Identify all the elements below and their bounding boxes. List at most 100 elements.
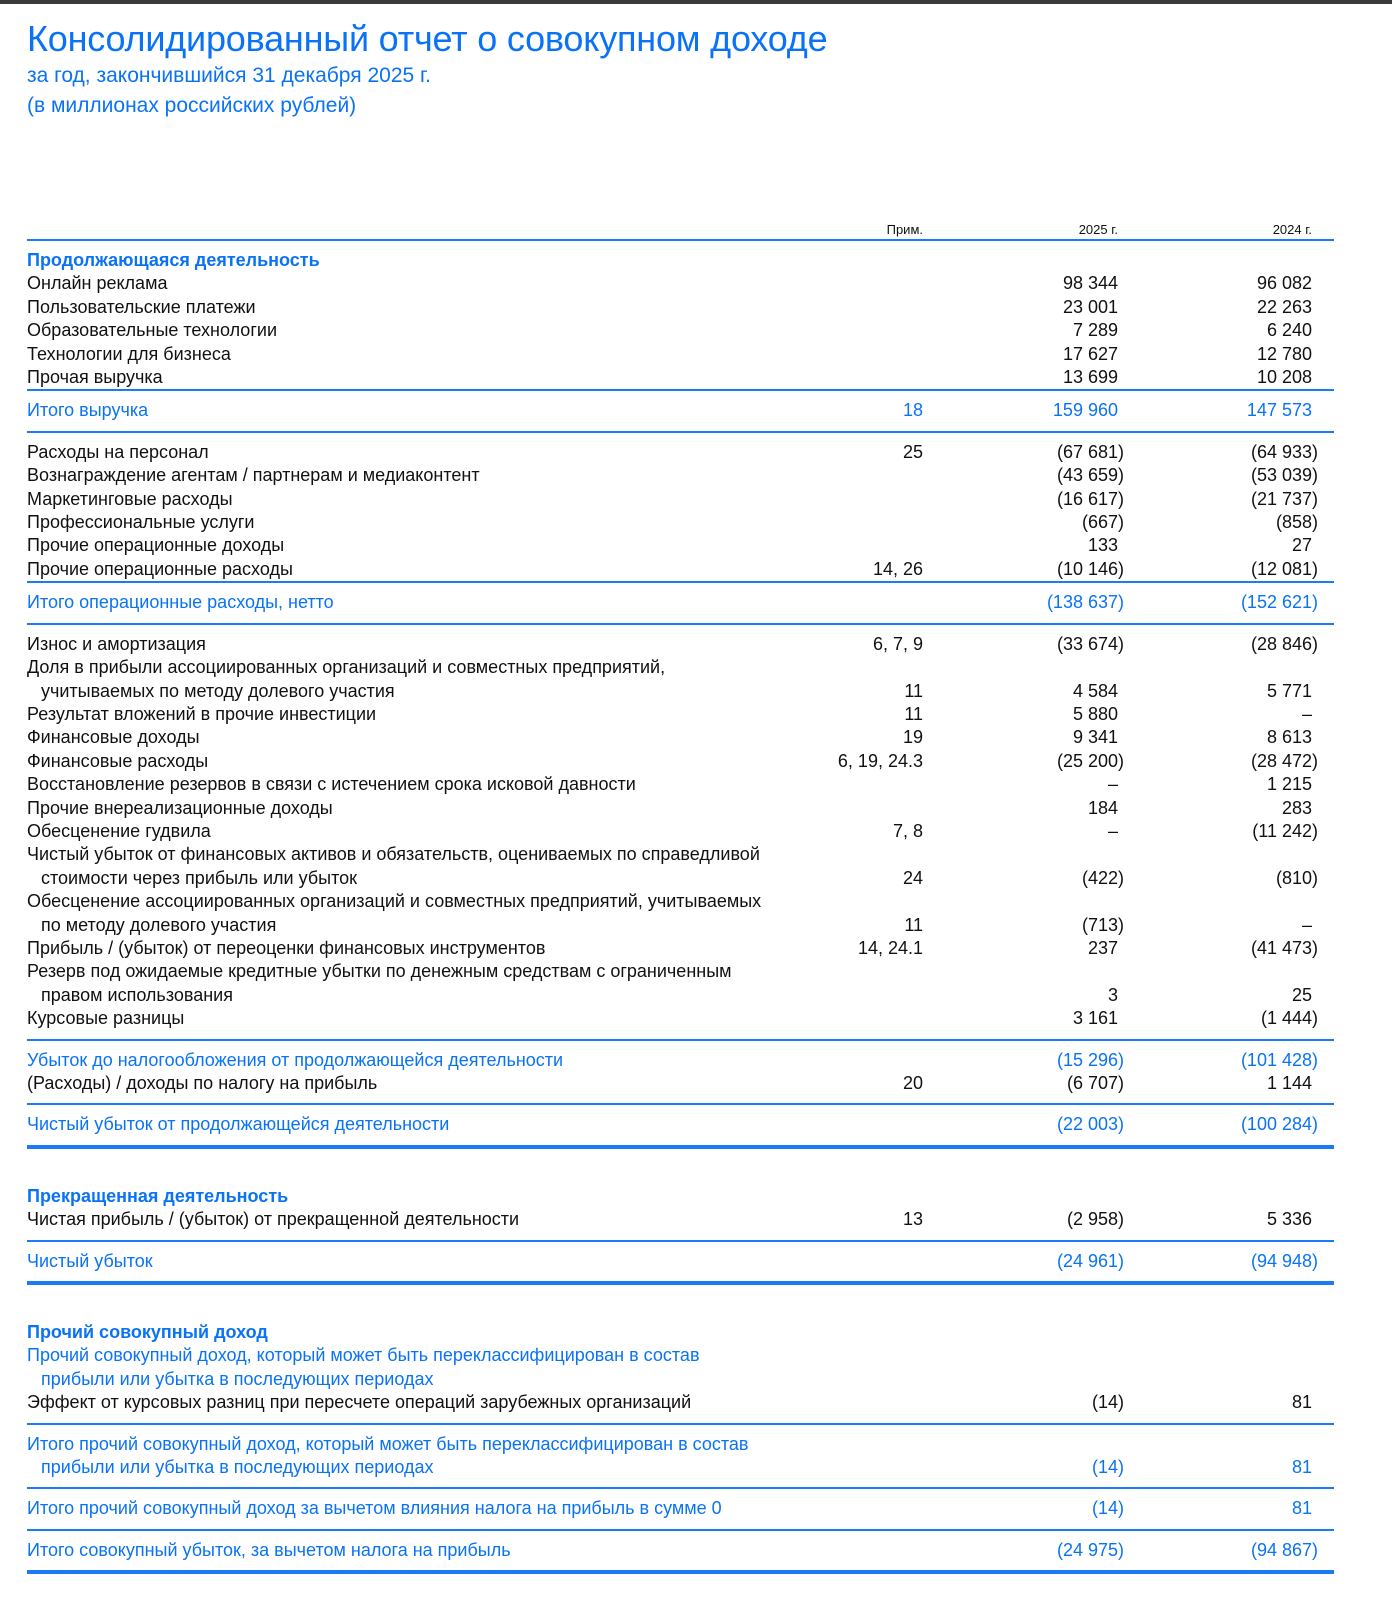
row-label: Пользовательские платежи [27,296,256,317]
value-2024: (94 948) [1250,1250,1318,1271]
row-label: Курсовые разницы [27,1008,185,1029]
note-cell: 25 [902,441,923,462]
divider [27,622,1334,625]
value-2024: 27 [1291,535,1312,556]
row-label-continuation: учитываемых по методу долевого участия [41,680,395,701]
row-label: Итого операционные расходы, нетто [27,592,334,613]
value-2024: 1 144 [1266,1073,1312,1093]
note-cell: 14, 26 [872,558,923,579]
value-2025: (22 003) [1056,1114,1124,1135]
table-row: (Расходы) / доходы по налогу на прибыль 2… [27,1072,1334,1095]
header-2024: 2024 г. [1272,222,1312,237]
value-2025: 23 001 [1062,296,1118,317]
divider [27,1422,1334,1425]
value-2025: (14) [1091,1498,1124,1519]
divider [27,1487,1334,1490]
row-label: Чистый убыток от продолжающейся деятельн… [27,1114,450,1135]
note-cell: 7, 8 [892,820,923,841]
divider [27,581,1334,584]
value-2024: (28 472) [1250,750,1318,771]
row-label-continuation: стоимости через прибыль или убыток [41,867,357,888]
row-label: Обесценение ассоциированных организаций … [27,891,762,912]
note-cell: 11 [904,914,923,935]
value-2025: (24 975) [1056,1539,1124,1560]
value-2025: (422) [1081,867,1124,888]
row-label: Маркетинговые расходы [27,488,233,509]
value-2024: 6 240 [1266,320,1312,341]
value-2025: 98 344 [1062,273,1118,294]
value-2025: 17 627 [1062,343,1118,364]
note-cell: 6, 19, 24.3 [837,750,923,771]
divider-thick [27,1570,1334,1575]
table-row: Обесценение гудвила 7, 8 – (11 242) [27,820,1334,843]
table-row: Прибыль / (убыток) от переоценки финансо… [27,937,1334,960]
value-2024: 96 082 [1256,273,1312,294]
value-2025: 4 584 [1072,680,1118,701]
divider [27,1239,1334,1242]
row-label: Прочие операционные расходы [27,558,293,579]
value-2024: (101 428) [1240,1049,1318,1070]
row-label: Расходы на персонал [27,441,209,462]
value-2024: (53 039) [1250,465,1318,486]
table-row: Пользовательские платежи 23 001 22 263 [27,296,1334,319]
value-2025: (33 674) [1056,633,1124,654]
row-label: Образовательные технологии [27,320,277,341]
header-2025: 2025 г. [1078,222,1118,237]
value-2025: – [1107,820,1118,841]
table-row: Прочие операционные расходы 14, 26 (10 146… [27,558,1334,581]
value-2025: (713) [1081,914,1124,935]
value-2025: (14) [1091,1392,1124,1413]
table-row: Вознаграждение агентам / партнерам и мед… [27,464,1334,487]
table-row: Прочие операционные доходы 133 27 [27,534,1334,557]
row-label: Технологии для бизнеса [27,343,231,364]
divider-thick [27,1144,1334,1149]
table-row: Обесценение ассоциированных организаций … [27,890,1334,937]
row-label: Прибыль / (убыток) от переоценки финансо… [27,937,546,958]
divider [27,1038,1334,1041]
table-row: Расходы на персонал 25 (67 681) (64 933) [27,441,1334,464]
row-label: Результат вложений в прочие инвестиции [27,703,377,724]
value-2024: 25 [1291,984,1312,1005]
divider [27,1103,1334,1106]
total-row: Чистый убыток (24 961) (94 948) [27,1242,1334,1281]
table-row: Профессиональные услуги (667) (858) [27,511,1334,534]
row-label: Прочая выручка [27,367,163,388]
row-label: Прекращенная деятельность [27,1185,289,1206]
value-2025: 13 699 [1062,367,1118,388]
value-2025: (67 681) [1056,441,1124,462]
note-cell: 11 [904,703,923,724]
value-2024: (11 242) [1252,820,1318,841]
row-label: Вознаграждение агентам / партнерам и мед… [27,465,480,486]
row-label: Чистый убыток [27,1250,153,1271]
value-2025: (10 146) [1056,558,1124,579]
table-row: Финансовые доходы 19 9 341 8 613 [27,726,1334,749]
divider [27,430,1334,433]
value-2024: (100 284) [1240,1114,1318,1135]
note-cell: 20 [902,1073,923,1093]
value-2025: 237 [1087,937,1118,958]
divider [27,1528,1334,1531]
value-2024: (1 444) [1260,1008,1318,1029]
value-2025: (2 958) [1066,1209,1124,1230]
note-cell: 24 [902,867,923,888]
table-row: Чистый убыток от финансовых активов и об… [27,843,1334,890]
row-label: Итого прочий совокупный доход, который м… [27,1433,749,1454]
row-label: Продолжающаяся деятельность [27,250,320,270]
total-row: Итого прочий совокупный доход, который м… [27,1425,1334,1488]
row-label: Износ и амортизация [27,633,206,654]
total-row: Итого прочий совокупный доход за вычетом… [27,1489,1334,1528]
value-2024: 10 208 [1256,367,1312,388]
value-2025: 3 161 [1072,1008,1118,1029]
row-label: Прочие внереализационные доходы [27,797,333,818]
row-label: Чистая прибыль / (убыток) от прекращенно… [27,1209,520,1230]
value-2024: 12 780 [1256,343,1312,364]
row-label: Онлайн реклама [27,273,168,294]
row-label: Прочий совокупный доход [27,1322,268,1343]
value-2024: 81 [1291,1457,1312,1478]
header-note: Прим. [886,222,923,237]
value-2024: (28 846) [1250,633,1318,654]
row-label: Эффект от курсовых разниц при пересчете … [27,1392,692,1413]
table-row: Онлайн реклама 98 344 96 082 [27,272,1334,295]
note-cell: 13 [902,1209,923,1230]
value-2024: 81 [1291,1392,1312,1413]
